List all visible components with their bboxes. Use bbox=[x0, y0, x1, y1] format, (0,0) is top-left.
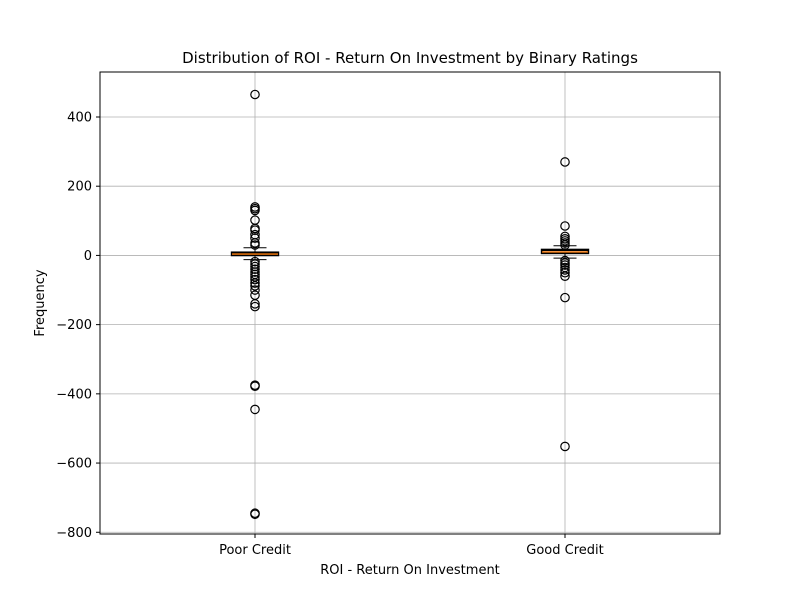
outlier-point bbox=[250, 509, 260, 520]
plot-area-frame bbox=[99, 71, 721, 535]
outlier-point bbox=[250, 267, 260, 277]
outlier-point bbox=[560, 240, 570, 250]
outlier-point bbox=[560, 267, 570, 278]
outlier-point bbox=[250, 299, 260, 309]
x-axis-title: ROI - Return On Investment bbox=[320, 563, 500, 578]
outlier-point bbox=[250, 256, 260, 267]
y-tick-label: 200 bbox=[67, 180, 92, 195]
outlier-point bbox=[560, 271, 570, 281]
x-tick-label: Good Credit bbox=[526, 543, 603, 558]
outlier-point bbox=[250, 205, 260, 216]
x-tick-label: Poor Credit bbox=[219, 543, 291, 558]
outlier-point bbox=[250, 281, 260, 291]
outlier-point bbox=[250, 240, 260, 250]
outlier-point bbox=[560, 441, 570, 452]
y-tick-label: 0 bbox=[84, 249, 92, 264]
y-tick-label: −800 bbox=[56, 526, 92, 541]
outlier-point bbox=[560, 292, 570, 303]
box-plot-series bbox=[230, 89, 590, 520]
y-axis-title: Frequency bbox=[33, 269, 48, 336]
axis-ticks: −800 −600 −400 −200 0 200 400 Poor Credit Good C… bbox=[56, 110, 603, 558]
y-tick-label: 400 bbox=[67, 110, 92, 125]
y-tick-label: −400 bbox=[56, 387, 92, 402]
outlier-point bbox=[250, 89, 260, 100]
outlier-point bbox=[250, 278, 260, 288]
outlier-point bbox=[250, 285, 260, 295]
y-tick-label: −600 bbox=[56, 457, 92, 472]
outlier-point bbox=[250, 264, 260, 275]
box-good-credit bbox=[540, 157, 590, 452]
chart-title: Distribution of ROI - Return On Investme… bbox=[182, 49, 638, 67]
outlier-point bbox=[250, 301, 260, 312]
outlier-point bbox=[560, 260, 570, 270]
outlier-point bbox=[560, 255, 570, 266]
outlier-point bbox=[250, 274, 260, 285]
outlier-point bbox=[560, 265, 570, 275]
grid-lines bbox=[100, 72, 720, 534]
outlier-point bbox=[250, 404, 260, 415]
outlier-point bbox=[250, 233, 260, 243]
outlier-point bbox=[250, 381, 260, 392]
outlier-point bbox=[560, 157, 570, 167]
outlier-point bbox=[560, 221, 570, 231]
y-tick-label: −200 bbox=[56, 318, 92, 333]
box-poor-credit bbox=[230, 89, 280, 520]
